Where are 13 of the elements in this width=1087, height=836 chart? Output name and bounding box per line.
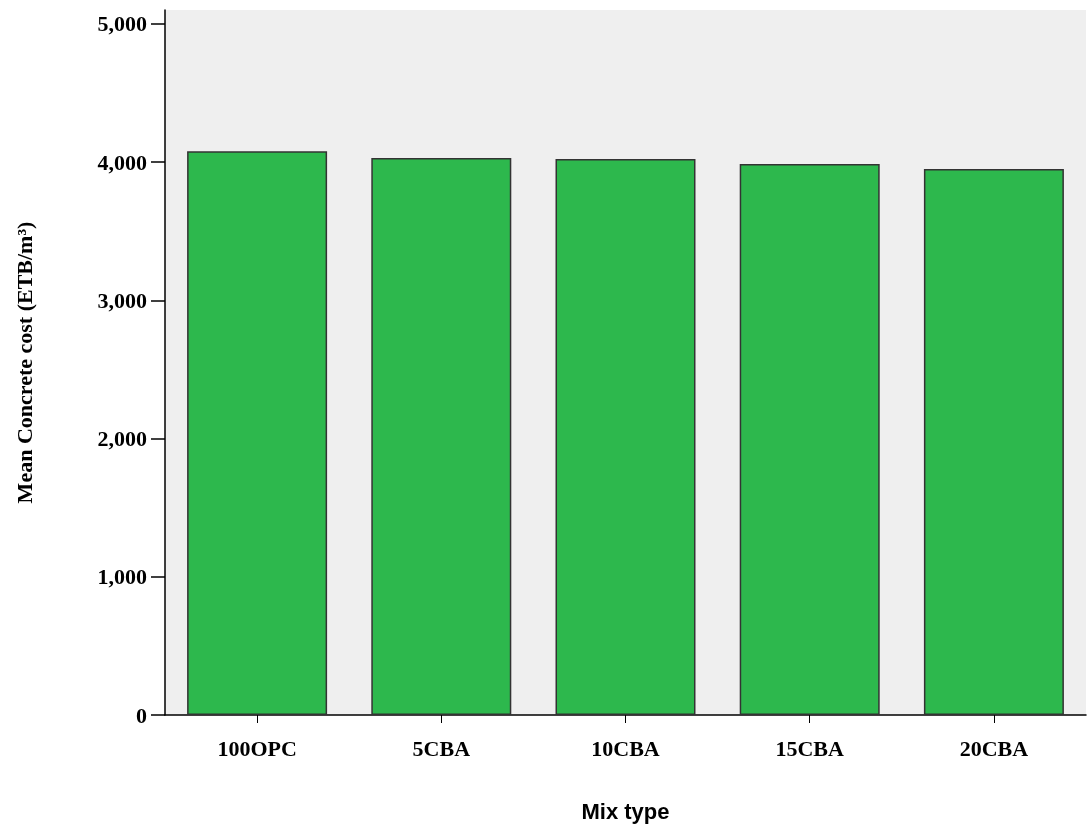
x-tick-label: 15CBA: [775, 735, 845, 761]
y-tick-label: 0: [136, 702, 147, 728]
y-tick-label: 5,000: [97, 11, 147, 37]
x-tick-label: 100OPC: [217, 735, 297, 761]
y-tick-label: 2,000: [97, 426, 147, 452]
x-tick-label: 20CBA: [959, 735, 1029, 761]
y-tick-label: 1,000: [97, 564, 147, 590]
x-tick-label: 10CBA: [591, 735, 660, 761]
y-tick-label: 4,000: [97, 149, 147, 175]
y-tick-label: 3,000: [97, 287, 147, 313]
y-axis-title: Mean Concrete cost (ETB/m³): [11, 221, 37, 504]
x-axis-title: Mix type: [581, 798, 670, 824]
x-tick-label: 5CBA: [412, 735, 471, 761]
